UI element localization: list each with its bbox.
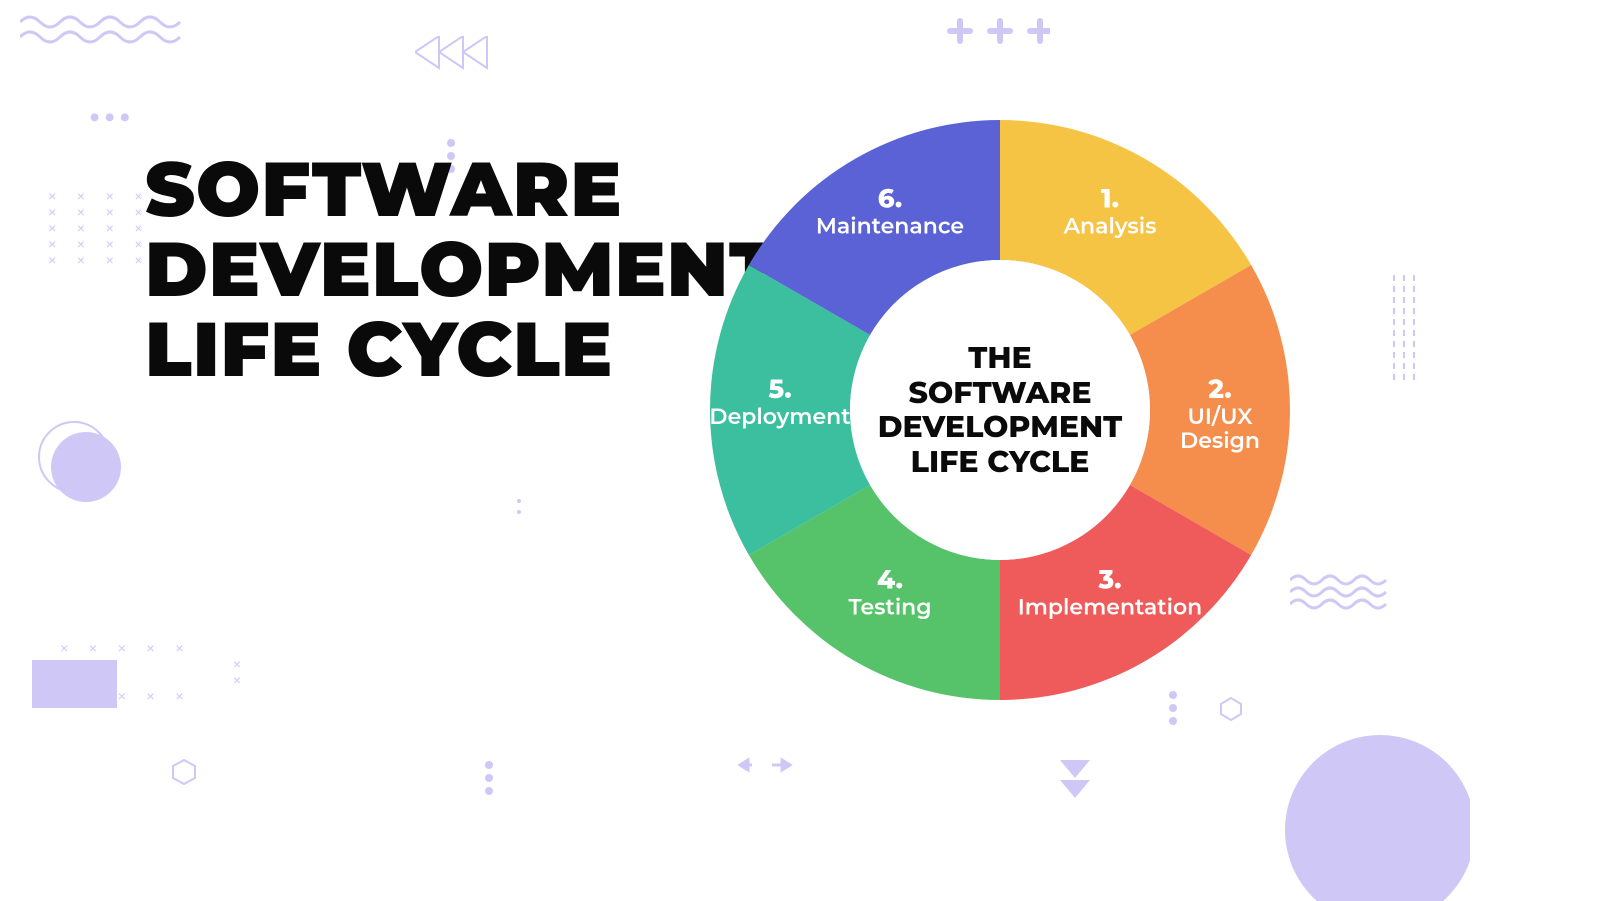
deco-two-dots — [516, 498, 524, 518]
segment-label: Design — [1180, 427, 1260, 454]
sdlc-donut-chart: 1.Analysis 2.UI/UXDesign 3.Implementation 4… — [710, 120, 1290, 700]
deco-circle-left — [32, 412, 132, 512]
title-line-3: LIFE CYCLE — [145, 303, 613, 396]
segment-label: Maintenance — [816, 212, 964, 239]
segment-label: Testing — [848, 594, 931, 621]
deco-xgrid-top: × × × ×× × × ×× × × ×× × × ×× × × × — [48, 190, 149, 270]
donut-svg: 1.Analysis 2.UI/UXDesign 3.Implementation 4… — [710, 120, 1290, 700]
segment-number: 4. — [877, 564, 903, 596]
deco-dots-three: ... — [90, 92, 135, 129]
deco-wave-right — [1290, 572, 1400, 612]
donut-hole — [850, 260, 1150, 560]
deco-big-circle — [1270, 720, 1470, 901]
deco-vdots-bottom — [484, 760, 494, 800]
deco-hexagon-left — [170, 758, 198, 786]
segment-label: Implementation — [1018, 594, 1202, 621]
deco-triangles-down — [1060, 760, 1090, 800]
segment-number: 2. — [1207, 373, 1231, 405]
deco-arrows — [738, 756, 798, 774]
deco-wave-top-left — [20, 12, 220, 52]
deco-rewind-icon — [415, 36, 490, 70]
segment-number: 6. — [878, 182, 903, 214]
page-title: SOFTWARE DEVELOPMENT LIFE CYCLE — [145, 150, 780, 389]
segment-number: 1. — [1101, 182, 1119, 214]
segment-label: UI/UX — [1188, 403, 1254, 430]
segment-number: 3. — [1097, 564, 1121, 596]
deco-plus-row — [940, 16, 1050, 46]
sdlc-infographic: { "title_lines": ["SOFTWARE", "DEVELOPME… — [0, 0, 1601, 901]
segment-label: Analysis — [1063, 212, 1157, 239]
deco-rect — [32, 660, 117, 708]
segment-number: 5. — [768, 373, 791, 405]
deco-dash-block — [1392, 275, 1424, 385]
segment-label: Deployment — [710, 403, 851, 430]
